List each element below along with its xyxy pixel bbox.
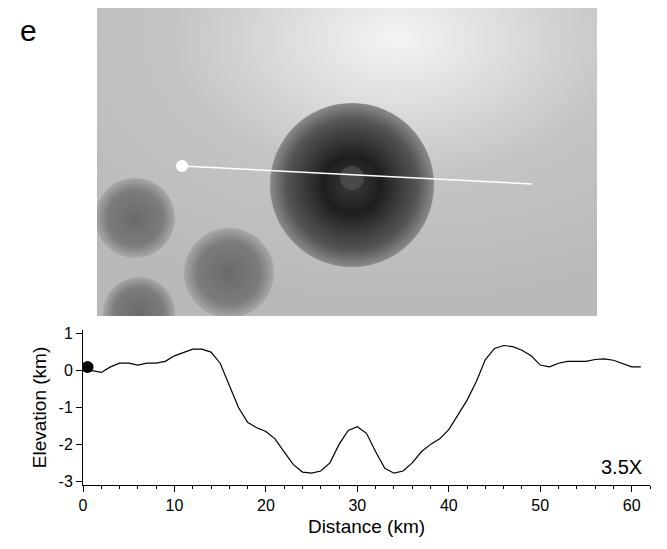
svg-text:60: 60 [623,497,641,514]
svg-text:1: 1 [64,325,73,342]
svg-text:20: 20 [257,497,275,514]
svg-text:-2: -2 [59,436,73,453]
svg-text:50: 50 [531,497,549,514]
svg-text:-1: -1 [59,399,73,416]
html-text:e: e [20,14,37,47]
svg-text:0: 0 [64,362,73,379]
svg-text:-3: -3 [59,473,73,490]
svg-text:0: 0 [79,497,88,514]
svg-text:40: 40 [440,497,458,514]
svg-text:Distance (km): Distance (km) [308,516,425,537]
svg-text:10: 10 [166,497,184,514]
svg-text:Elevation (km): Elevation (km) [29,347,50,468]
svg-text:3.5X: 3.5X [601,456,642,478]
svg-text:30: 30 [348,497,366,514]
